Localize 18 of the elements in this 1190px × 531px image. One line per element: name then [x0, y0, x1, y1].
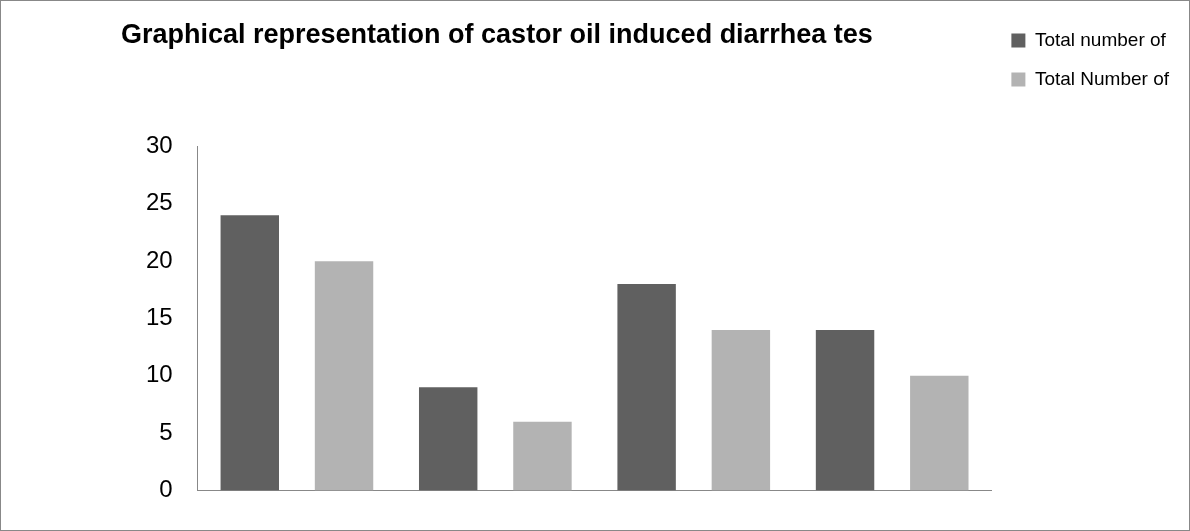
bar: [314, 261, 374, 491]
bar: [711, 329, 771, 491]
bar: [815, 329, 875, 491]
y-tick-label: 10: [145, 360, 173, 388]
bar: [910, 375, 969, 491]
bar: [513, 421, 572, 491]
legend-label: Total Number of: [1034, 67, 1170, 89]
y-tick-label: 0: [159, 475, 173, 503]
bar: [418, 387, 478, 491]
y-tick-label: 25: [145, 188, 173, 216]
legend-label: Total number of: [1034, 28, 1167, 50]
y-tick-label: 30: [145, 131, 173, 159]
bar: [617, 284, 676, 491]
bar: [220, 215, 279, 491]
y-tick-label: 5: [159, 417, 173, 445]
chart-title: Graphical representation of castor oil induced diarrhea tes: [121, 18, 873, 49]
y-tick-label: 15: [145, 303, 173, 331]
y-tick-label: 20: [145, 245, 173, 273]
